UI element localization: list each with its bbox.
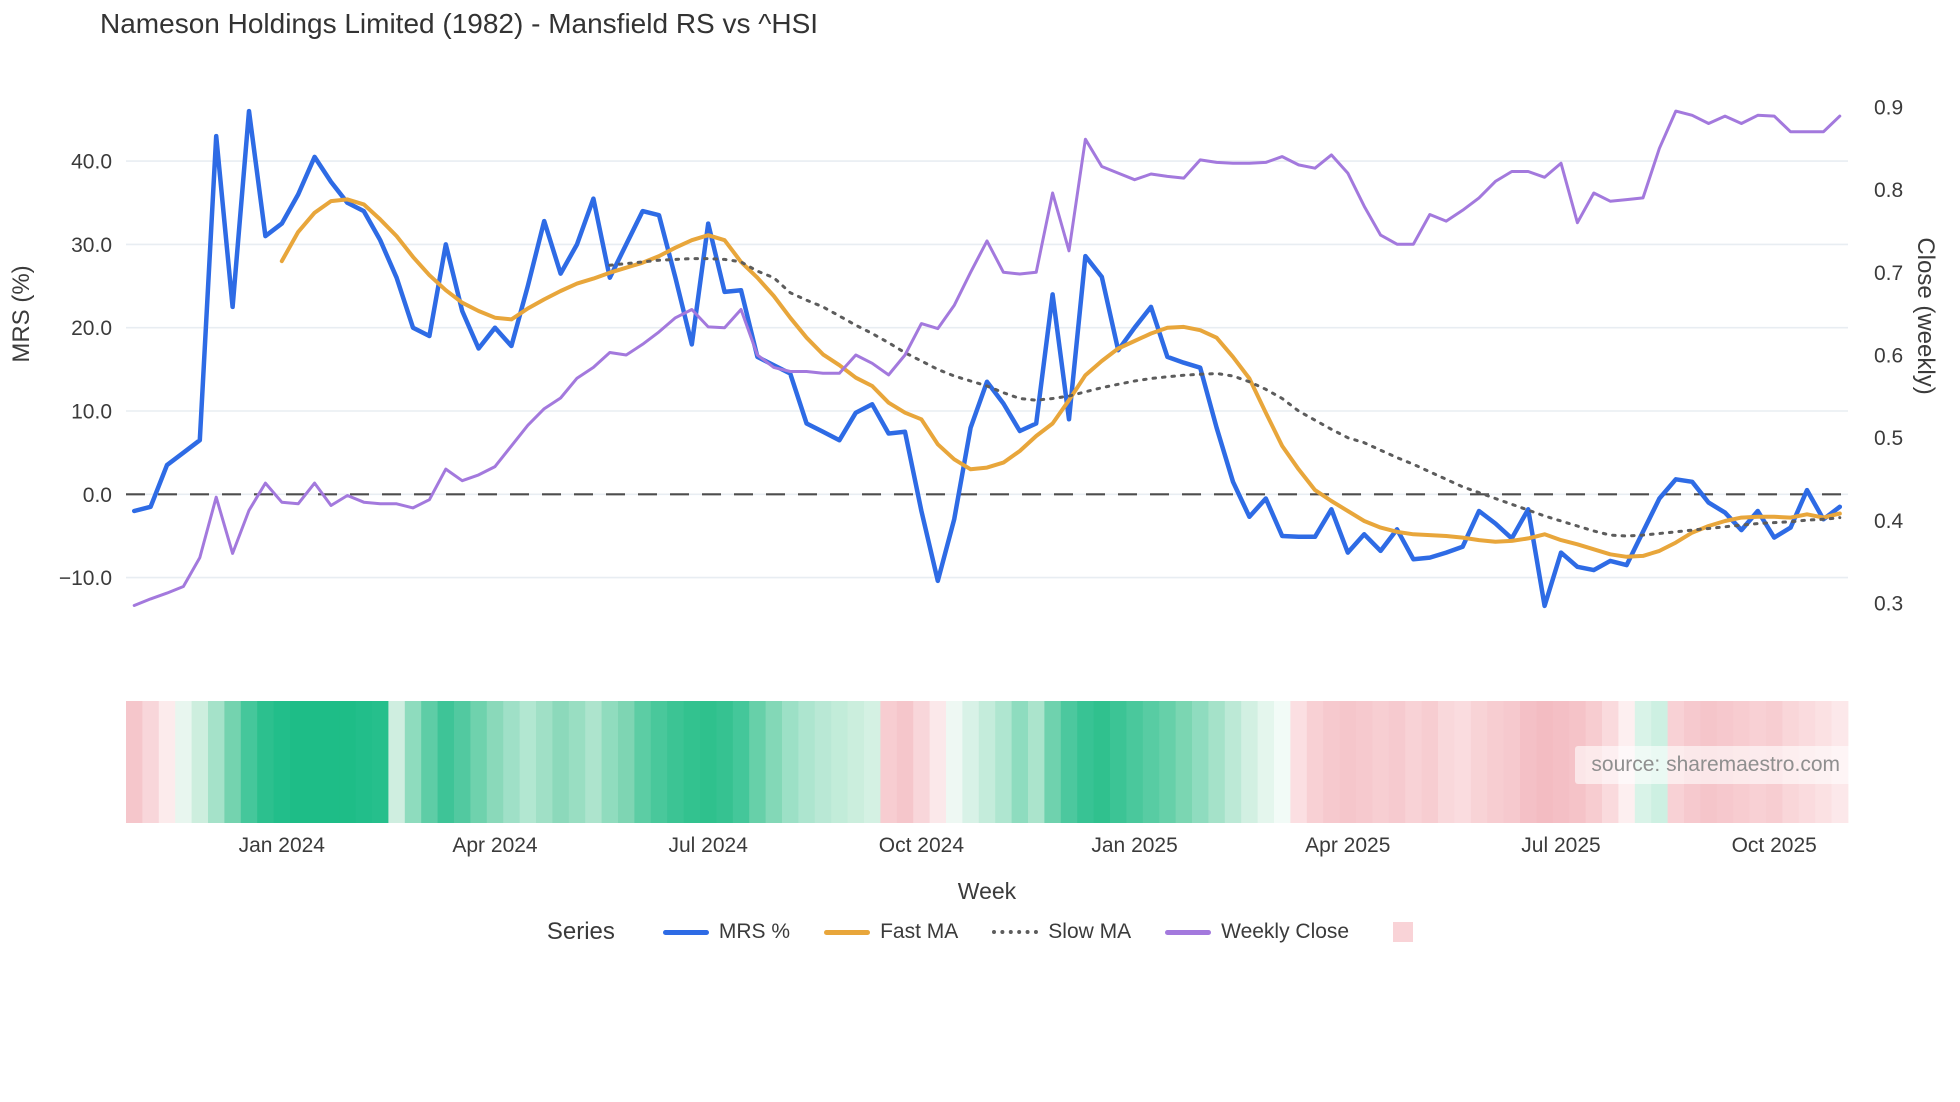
legend-swatch-fast-ma: [824, 929, 871, 935]
x-tick-label: Jul 2024: [668, 834, 748, 857]
right-tick-label: 0.7: [1874, 262, 1903, 285]
legend: Series MRS % Fast MA Slow MA Weekly Close: [0, 918, 1960, 946]
legend-item-weekly-close[interactable]: Weekly Close: [1165, 920, 1349, 944]
legend-title: Series: [546, 918, 615, 945]
series-line-fast-ma[interactable]: [279, 197, 1842, 559]
left-tick-label: 10.0: [71, 401, 112, 424]
legend-item-slow-ma[interactable]: Slow MA: [992, 920, 1131, 944]
week-axis-label: Week: [957, 878, 1017, 904]
right-tick-label: 0.5: [1874, 427, 1903, 450]
series-line-weekly-close[interactable]: [132, 109, 1842, 607]
heatmap-strip: [126, 701, 1849, 823]
chart-title: Nameson Holdings Limited (1982) - Mansfi…: [100, 8, 819, 39]
legend-label-slow-ma: Slow MA: [1048, 920, 1132, 943]
mrs-axis-label: MRS (%): [8, 265, 35, 363]
legend-item-mrs-[interactable]: MRS %: [662, 920, 791, 944]
close-axis-label: Close (weekly): [1912, 237, 1939, 395]
left-tick-label: 20.0: [71, 317, 112, 340]
axis-tick-labels: 40.0 30.0 20.0 10.0 0.0 −10.0 0.9 0.8 0.7 0.6 0.5 0…: [59, 97, 1904, 858]
legend-label-weekly-close: Weekly Close: [1221, 920, 1350, 943]
x-tick-label: Apr 2024: [452, 834, 538, 857]
left-tick-label: 0.0: [83, 484, 112, 507]
legend-label-mrs-: MRS %: [718, 920, 791, 943]
source-credit: source: sharemaestro.com: [1575, 746, 1856, 784]
right-tick-label: 0.8: [1874, 179, 1903, 202]
x-tick-label: Jul 2025: [1521, 834, 1600, 857]
series-line-slow-ma[interactable]: [608, 257, 1842, 538]
left-tick-label: 30.0: [71, 234, 112, 257]
legend-swatch-mrs-: [662, 929, 709, 935]
legend-item-fast-ma[interactable]: Fast MA: [824, 920, 958, 944]
left-tick-label: −10.0: [59, 567, 112, 590]
x-tick-label: Jan 2024: [239, 834, 326, 857]
legend-label-fast-ma: Fast MA: [880, 920, 959, 943]
right-tick-label: 0.9: [1874, 97, 1903, 120]
left-tick-label: 40.0: [71, 151, 112, 174]
right-tick-label: 0.4: [1874, 510, 1904, 533]
x-tick-label: Apr 2025: [1305, 834, 1390, 857]
right-tick-label: 0.6: [1874, 345, 1903, 368]
heatmap-legend-swatch[interactable]: [1393, 922, 1414, 942]
x-tick-label: Oct 2025: [1732, 834, 1817, 857]
legend-swatch-weekly-close: [1165, 929, 1212, 935]
x-tick-label: Jan 2025: [1091, 834, 1177, 857]
x-tick-label: Oct 2024: [879, 834, 965, 857]
right-tick-label: 0.3: [1874, 593, 1903, 616]
legend-swatch-slow-ma: [992, 930, 1039, 934]
series-line-mrs-[interactable]: [131, 108, 1843, 609]
